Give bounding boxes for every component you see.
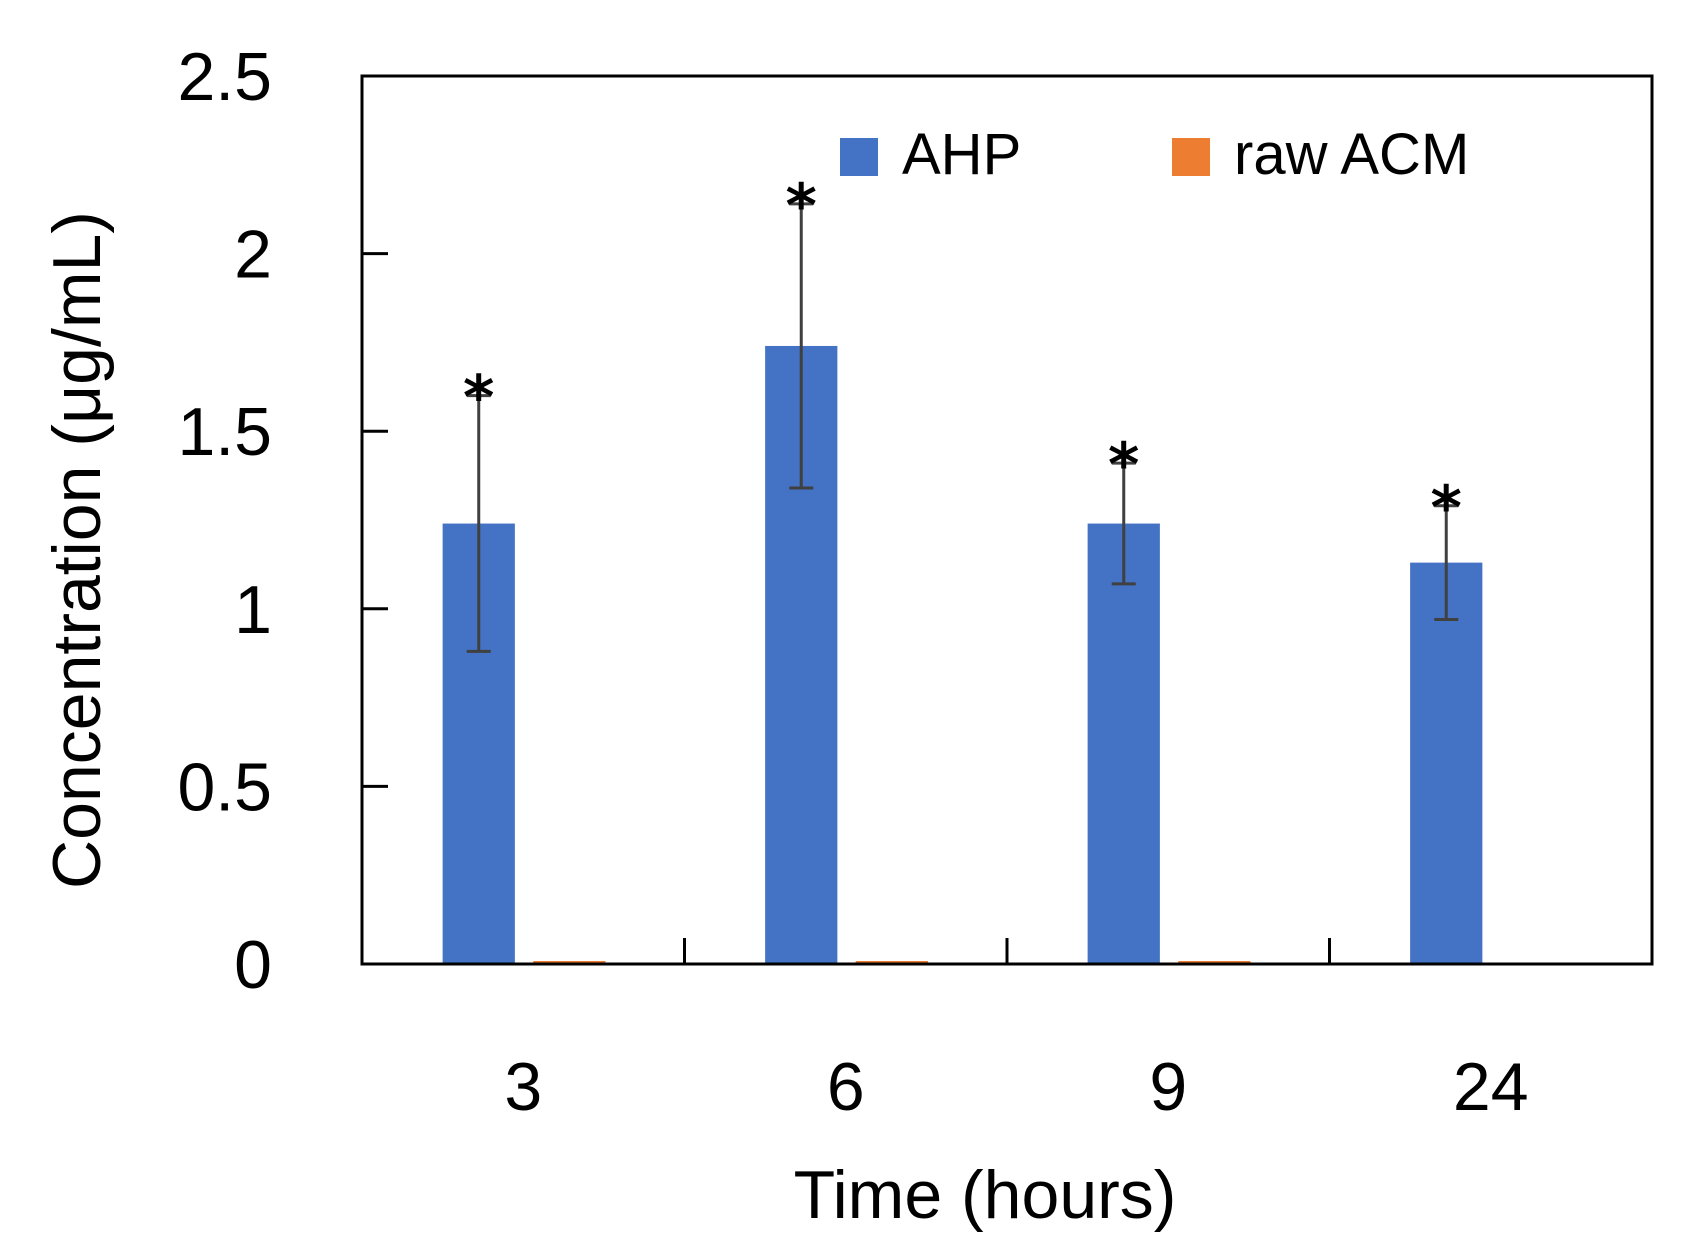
legend: AHP raw ACM [840, 122, 1469, 187]
y-axis-ticks: 0 0.5 1 1.5 2 2.5 [177, 39, 388, 1003]
y-tick-label: 0 [234, 927, 272, 1003]
x-tick-label: 24 [1453, 1049, 1529, 1125]
x-axis-ticks: 3 6 9 24 [504, 938, 1529, 1125]
bars [442, 345, 1483, 964]
x-tick-label: 3 [504, 1049, 542, 1125]
bar-ahp [1410, 562, 1483, 964]
x-axis-title: Time (hours) [794, 1157, 1177, 1233]
y-tick-label: 2 [234, 217, 272, 293]
legend-swatch [1172, 138, 1210, 176]
legend-label: raw ACM [1234, 122, 1469, 187]
y-tick-label: 1.5 [177, 394, 272, 470]
y-tick-label: 2.5 [177, 39, 272, 115]
significance-asterisk: * [463, 363, 494, 433]
y-tick-label: 0.5 [177, 749, 272, 825]
significance-asterisk: * [786, 171, 817, 241]
significance-marks: * * * * [463, 171, 1462, 543]
legend-swatch [840, 138, 878, 176]
x-tick-label: 6 [827, 1049, 865, 1125]
y-tick-label: 1 [234, 572, 272, 648]
significance-asterisk: * [1431, 473, 1462, 543]
significance-asterisk: * [1108, 430, 1139, 500]
plot-area-frame [360, 74, 1654, 966]
legend-label: AHP [902, 122, 1021, 187]
bar-ahp [1087, 523, 1160, 964]
error-bars [466, 202, 1459, 653]
y-axis-title: Concentration (μg/mL) [39, 211, 115, 889]
x-tick-label: 9 [1149, 1049, 1187, 1125]
